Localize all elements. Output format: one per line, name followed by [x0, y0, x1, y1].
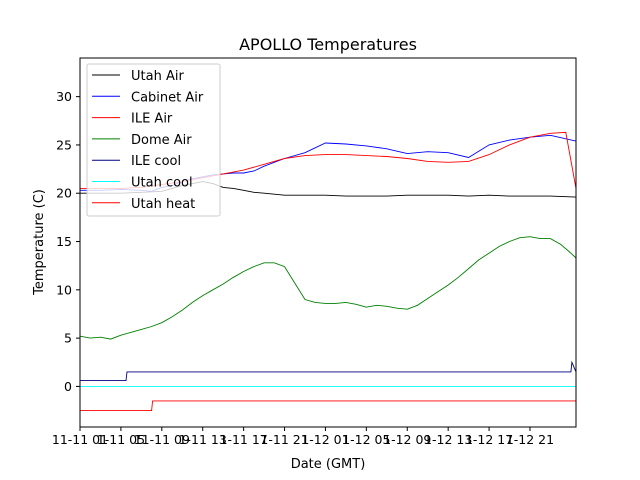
y-axis-label: Temperature (C) — [32, 189, 47, 296]
legend: Utah Air Cabinet Air ILE Air Dome Air ILE co… — [86, 63, 221, 217]
y-tick-label: 30 — [56, 89, 72, 104]
legend-label: Utah heat — [131, 197, 195, 212]
x-tick-label: 1-12 13 — [424, 432, 472, 447]
x-tick-label: 11-11 09 — [134, 432, 190, 447]
plot-frame — [79, 57, 577, 428]
legend-label: Dome Air — [131, 133, 192, 148]
x-tick-label: 1-12 05 — [342, 432, 390, 447]
series-line-ile-cool — [80, 360, 576, 382]
series-line-dome-air — [80, 236, 576, 340]
x-tick-label: 11-11 01 — [52, 432, 108, 447]
legend-label: Utah cool — [131, 176, 193, 191]
y-tick-label: 15 — [56, 234, 72, 249]
y-tick-label: 25 — [56, 137, 72, 152]
x-tick-label: 1-12 01 — [301, 432, 349, 447]
x-tick-label: 1-12 09 — [383, 432, 431, 447]
x-axis-label: Date (GMT) — [291, 457, 366, 472]
y-tick-label: 0 — [64, 379, 72, 394]
y-tick-label: 5 — [64, 331, 72, 346]
x-tick-label: 1-11 17 — [220, 432, 268, 447]
chart-title: APOLLO Temperatures — [239, 35, 417, 54]
x-tick-label: 1-11 13 — [179, 432, 227, 447]
legend-label: Utah Air — [131, 69, 184, 84]
x-tick-label: 1-11 05 — [97, 432, 145, 447]
y-axis: 0 5 10 15 20 25 30 — [56, 89, 80, 394]
legend-label: ILE cool — [131, 154, 181, 169]
x-tick-label: 1-12 21 — [506, 432, 554, 447]
x-tick-label: 1-12 17 — [465, 432, 513, 447]
x-tick-label: 1-11 21 — [260, 432, 308, 447]
legend-label: ILE Air — [131, 112, 173, 127]
y-tick-label: 20 — [56, 186, 72, 201]
legend-box — [86, 63, 221, 217]
series-line-utah-heat — [80, 400, 576, 412]
legend-label: Cabinet Air — [131, 90, 204, 105]
y-tick-label: 10 — [56, 282, 72, 297]
